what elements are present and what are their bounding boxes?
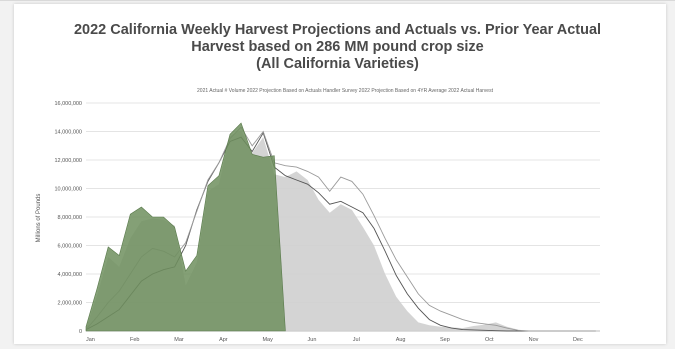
series-layer [85, 122, 596, 332]
series-area [85, 122, 286, 332]
series-group [85, 122, 286, 332]
x-tick-label: Sep [440, 337, 450, 343]
page-edge-line [0, 0, 675, 3]
chart-title-line-1: 2022 California Weekly Harvest Projectio… [73, 22, 602, 38]
chart-title-line-3: (All California Varieties) [256, 56, 419, 72]
axes: 0 2,000,000 4,000,000 6,000,000 8,000,000 10,… [54, 101, 583, 343]
x-tick-label: Oct [485, 337, 494, 343]
x-tick-label: Jan [86, 337, 95, 343]
y-tick-label: 8,000,000 [58, 215, 82, 221]
chart-title-line-2: Harvest based on 286 MM pound crop size [191, 39, 484, 55]
x-tick-label: Mar [174, 337, 184, 343]
y-tick-label: 16,000,000 [54, 101, 82, 107]
x-tick-label: Apr [219, 337, 228, 343]
x-tick-label: Jul [353, 337, 360, 343]
x-tick-label: Feb [130, 337, 139, 343]
y-tick-label: 0 [79, 329, 82, 335]
x-tick-label: Dec [573, 337, 583, 343]
y-tick-label: 4,000,000 [58, 272, 82, 278]
x-tick-label: Nov [529, 337, 539, 343]
x-tick-label: Aug [396, 337, 406, 343]
y-tick-label: 2,000,000 [58, 301, 82, 307]
y-tick-label: 12,000,000 [54, 158, 82, 164]
y-tick-label: 14,000,000 [54, 130, 82, 136]
y-axis-label: Millions of Pounds [36, 194, 42, 243]
x-tick-label: Jun [308, 337, 317, 343]
chart-legend: 2021 Actual # Volume 2022 Projection Bas… [197, 88, 494, 94]
y-tick-label: 6,000,000 [58, 244, 82, 250]
y-tick-label: 10,000,000 [54, 187, 82, 193]
x-tick-label: May [262, 337, 273, 343]
